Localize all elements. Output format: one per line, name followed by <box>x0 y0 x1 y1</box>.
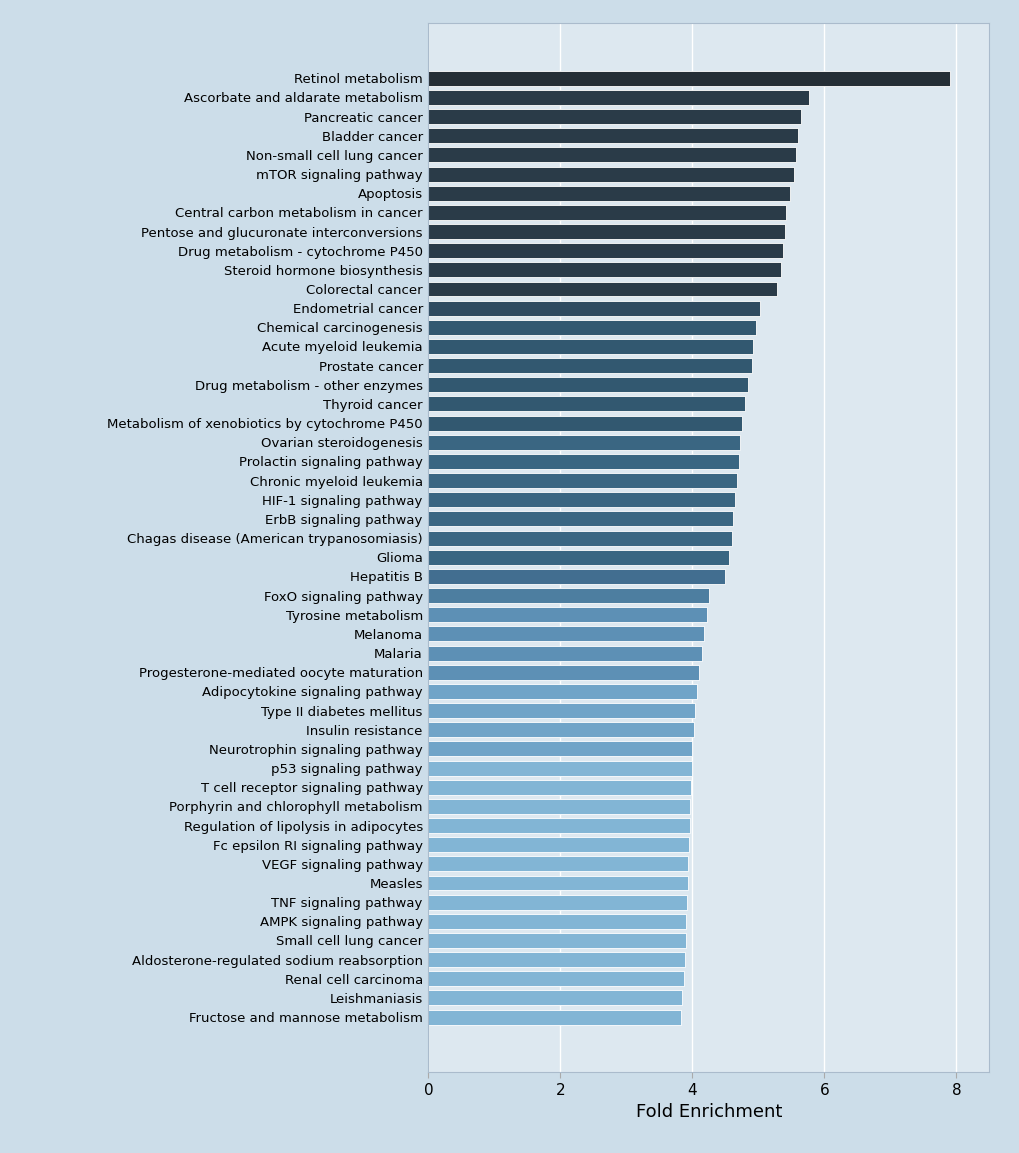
Bar <box>428 224 784 239</box>
Bar <box>428 990 682 1005</box>
Bar <box>428 70 949 85</box>
Bar <box>428 110 801 125</box>
Bar <box>428 454 738 469</box>
Bar <box>428 799 690 814</box>
Bar <box>428 492 735 507</box>
Bar <box>428 952 685 967</box>
Bar <box>428 933 685 948</box>
Bar <box>428 148 795 163</box>
Bar <box>428 435 739 450</box>
X-axis label: Fold Enrichment: Fold Enrichment <box>635 1103 782 1121</box>
Bar <box>428 281 776 296</box>
Bar <box>428 703 694 718</box>
Bar <box>428 377 747 392</box>
Bar <box>428 243 783 258</box>
Bar <box>428 817 689 832</box>
Bar <box>428 608 706 623</box>
Bar <box>428 301 759 316</box>
Bar <box>428 263 781 278</box>
Bar <box>428 415 741 430</box>
Bar <box>428 722 693 737</box>
Bar <box>428 779 691 794</box>
Bar <box>428 205 786 220</box>
Bar <box>428 741 692 756</box>
Bar <box>428 588 708 603</box>
Bar <box>428 339 752 354</box>
Bar <box>428 186 790 201</box>
Bar <box>428 857 688 872</box>
Bar <box>428 90 808 105</box>
Bar <box>428 359 751 374</box>
Bar <box>428 684 696 699</box>
Bar <box>428 319 756 334</box>
Bar <box>428 550 728 565</box>
Bar <box>428 1010 680 1025</box>
Bar <box>428 761 691 776</box>
Bar <box>428 895 687 910</box>
Bar <box>428 626 703 641</box>
Bar <box>428 837 689 852</box>
Bar <box>428 646 701 661</box>
Bar <box>428 568 725 583</box>
Bar <box>428 914 686 929</box>
Bar <box>428 128 797 143</box>
Bar <box>428 665 698 680</box>
Bar <box>428 473 736 488</box>
Bar <box>428 166 793 181</box>
Bar <box>428 512 733 527</box>
Bar <box>428 875 687 890</box>
Bar <box>428 397 745 412</box>
Bar <box>428 971 683 986</box>
Bar <box>428 530 732 545</box>
